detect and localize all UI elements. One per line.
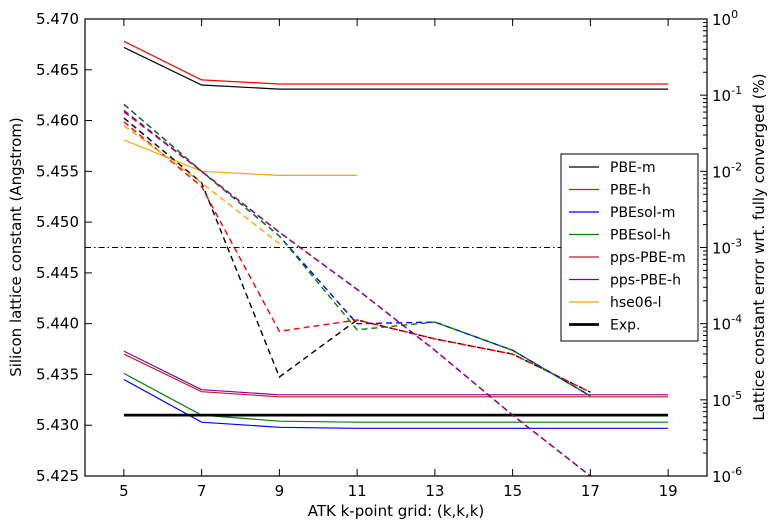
y2-axis-label: Lattice constant error wrt. fully conver… [750,73,768,420]
error-series-pbesol-h [123,103,591,397]
error-series-pbe-m [123,117,591,393]
legend-box [560,153,699,342]
x-tick-label: 17 [581,482,600,500]
x-axis-ticks: 5 7 9 11 13 15 17 19 [119,19,678,500]
error-series-pbesol-m [123,103,591,397]
error-series-hse06-l [123,125,280,245]
legend-label-exp: Exp. [610,318,640,334]
y2-tick-label: 10-4 [712,313,742,334]
x-tick-label: 19 [659,482,678,500]
series-pbe-m [123,46,669,90]
legend-label-pps-pbe-h: pps-PBE-h [610,273,681,289]
x-tick-label: 5 [119,482,129,500]
x-tick-label: 11 [348,482,367,500]
y2-axis-ticks: 100 10-1 10-2 10-3 10-4 10-5 10-6 [700,8,742,486]
y2-tick-label: 10-5 [712,389,742,410]
y-tick-label: 5.445 [36,264,79,282]
x-tick-label: 15 [503,482,522,500]
legend-label-pbesol-m: PBEsol-m [610,205,675,221]
error-series-pbe-h [123,121,591,393]
lattice-constant-series [123,40,669,429]
y-tick-label: 5.450 [36,213,79,231]
y2-tick-label: 10-6 [712,465,742,486]
y2-tick-label: 100 [712,8,738,29]
legend-label-pbe-m: PBE-m [610,160,656,176]
y-axis-label: Silicon lattice constant (Angstrom) [7,117,25,377]
legend-label-pps-pbe-m: pps-PBE-m [610,250,686,266]
x-tick-label: 7 [197,482,207,500]
y2-tick-label: 10-1 [712,84,742,105]
x-tick-label: 9 [275,482,285,500]
y-tick-label: 5.435 [36,365,79,383]
y-tick-label: 5.425 [36,467,79,485]
legend-label-pbesol-h: PBEsol-h [610,228,671,244]
y2-tick-label: 10-3 [712,237,742,258]
y-tick-label: 5.455 [36,162,79,180]
x-tick-label: 13 [425,482,444,500]
y-axis-ticks: 5.425 5.430 5.435 5.440 5.445 5.450 5.455 5.460… [36,10,92,485]
y-tick-label: 5.440 [36,315,79,333]
error-series-pps-pbe-h [123,109,591,476]
series-pbesol-m [123,378,669,429]
y-tick-label: 5.460 [36,112,79,130]
y-tick-label: 5.465 [36,61,79,79]
legend-label-pbe-h: PBE-h [610,183,651,199]
y-tick-label: 5.470 [36,10,79,28]
legend-label-hse06-l: hse06-l [610,295,662,311]
series-pps-pbe-m [123,353,669,398]
y-tick-label: 5.430 [36,416,79,434]
x-axis-label: ATK k-point grid: (k,k,k) [308,502,484,520]
y2-tick-label: 10-2 [712,160,742,181]
series-hse06-l [123,139,358,176]
legend: PBE-m PBE-h PBEsol-m PBEsol-h pps-PBE-m pps-P… [560,153,699,342]
series-pbe-h [123,40,669,85]
error-series [123,103,591,476]
series-pps-pbe-h [123,350,669,396]
